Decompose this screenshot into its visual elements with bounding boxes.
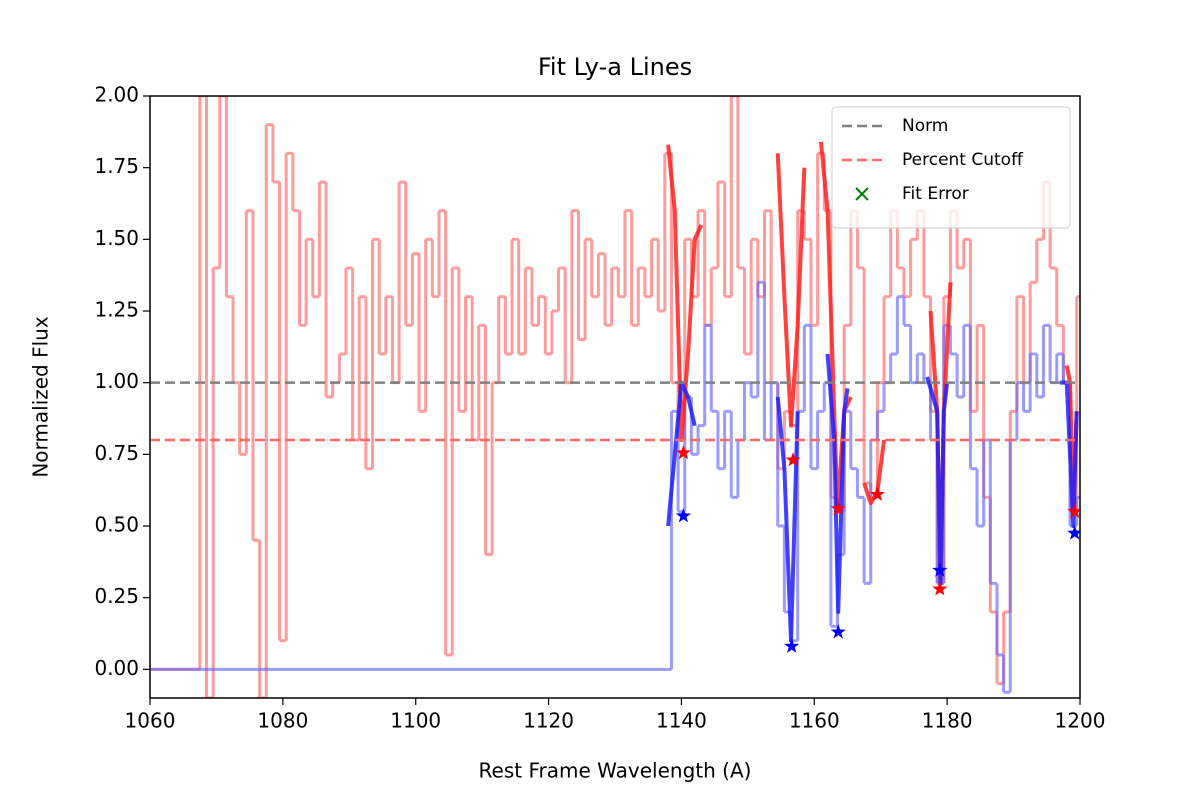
x-tick-label: 1080 (257, 709, 308, 733)
star-marker (1067, 525, 1080, 540)
star-marker (869, 486, 885, 501)
y-tick-label: 1.50 (94, 226, 139, 250)
star-marker (785, 452, 801, 467)
x-axis-label: Rest Frame Wavelength (A) (479, 759, 752, 783)
y-tick-label: 1.00 (94, 369, 139, 393)
x-tick-label: 1160 (789, 709, 840, 733)
fit-line (775, 153, 807, 428)
star-marker (675, 508, 691, 523)
plot-area (150, 96, 1080, 698)
star-marker (932, 562, 948, 577)
y-tick-label: 0.00 (94, 656, 139, 680)
legend-label: Percent Cutoff (902, 150, 1024, 170)
y-tick-label: 1.75 (94, 154, 139, 178)
fit-line (666, 144, 704, 442)
star-marker (932, 581, 948, 596)
legend-label: Norm (902, 116, 948, 136)
y-tick-label: 0.50 (94, 513, 139, 537)
x-tick-label: 1120 (523, 709, 574, 733)
star-marker (830, 624, 846, 639)
fit-line (825, 353, 850, 614)
y-axis-label: Normalized Flux (29, 316, 53, 478)
star-marker (1067, 503, 1080, 519)
legend-swatch (855, 187, 869, 201)
fit-line (1060, 380, 1079, 528)
star-marker (784, 638, 800, 653)
x-tick-label: 1140 (656, 709, 707, 733)
fit-line (775, 396, 800, 643)
star-marker (675, 444, 691, 460)
x-tick-label: 1200 (1055, 709, 1106, 733)
y-tick-label: 2.00 (94, 83, 139, 107)
chart-title: Fit Ly-a Lines (538, 53, 692, 81)
legend-box (831, 106, 1071, 229)
y-tick-label: 1.25 (94, 298, 139, 322)
legend: Norm Percent Cutoff Fit Error (831, 106, 1071, 229)
legend-label: Fit Error (902, 184, 969, 204)
x-tick-label: 1060 (125, 709, 176, 733)
x-tick-label: 1180 (922, 709, 973, 733)
star-marker (830, 500, 846, 516)
spectrum (150, 280, 1080, 694)
y-tick-label: 0.75 (94, 441, 139, 465)
axes-frame (149, 95, 1081, 699)
y-tick-label: 0.25 (94, 584, 139, 608)
axes: 1060 1080 1100 1120 1140 1160 1180 1200 0.00 0.25… (94, 83, 1105, 733)
x-tick-label: 1100 (390, 709, 441, 733)
